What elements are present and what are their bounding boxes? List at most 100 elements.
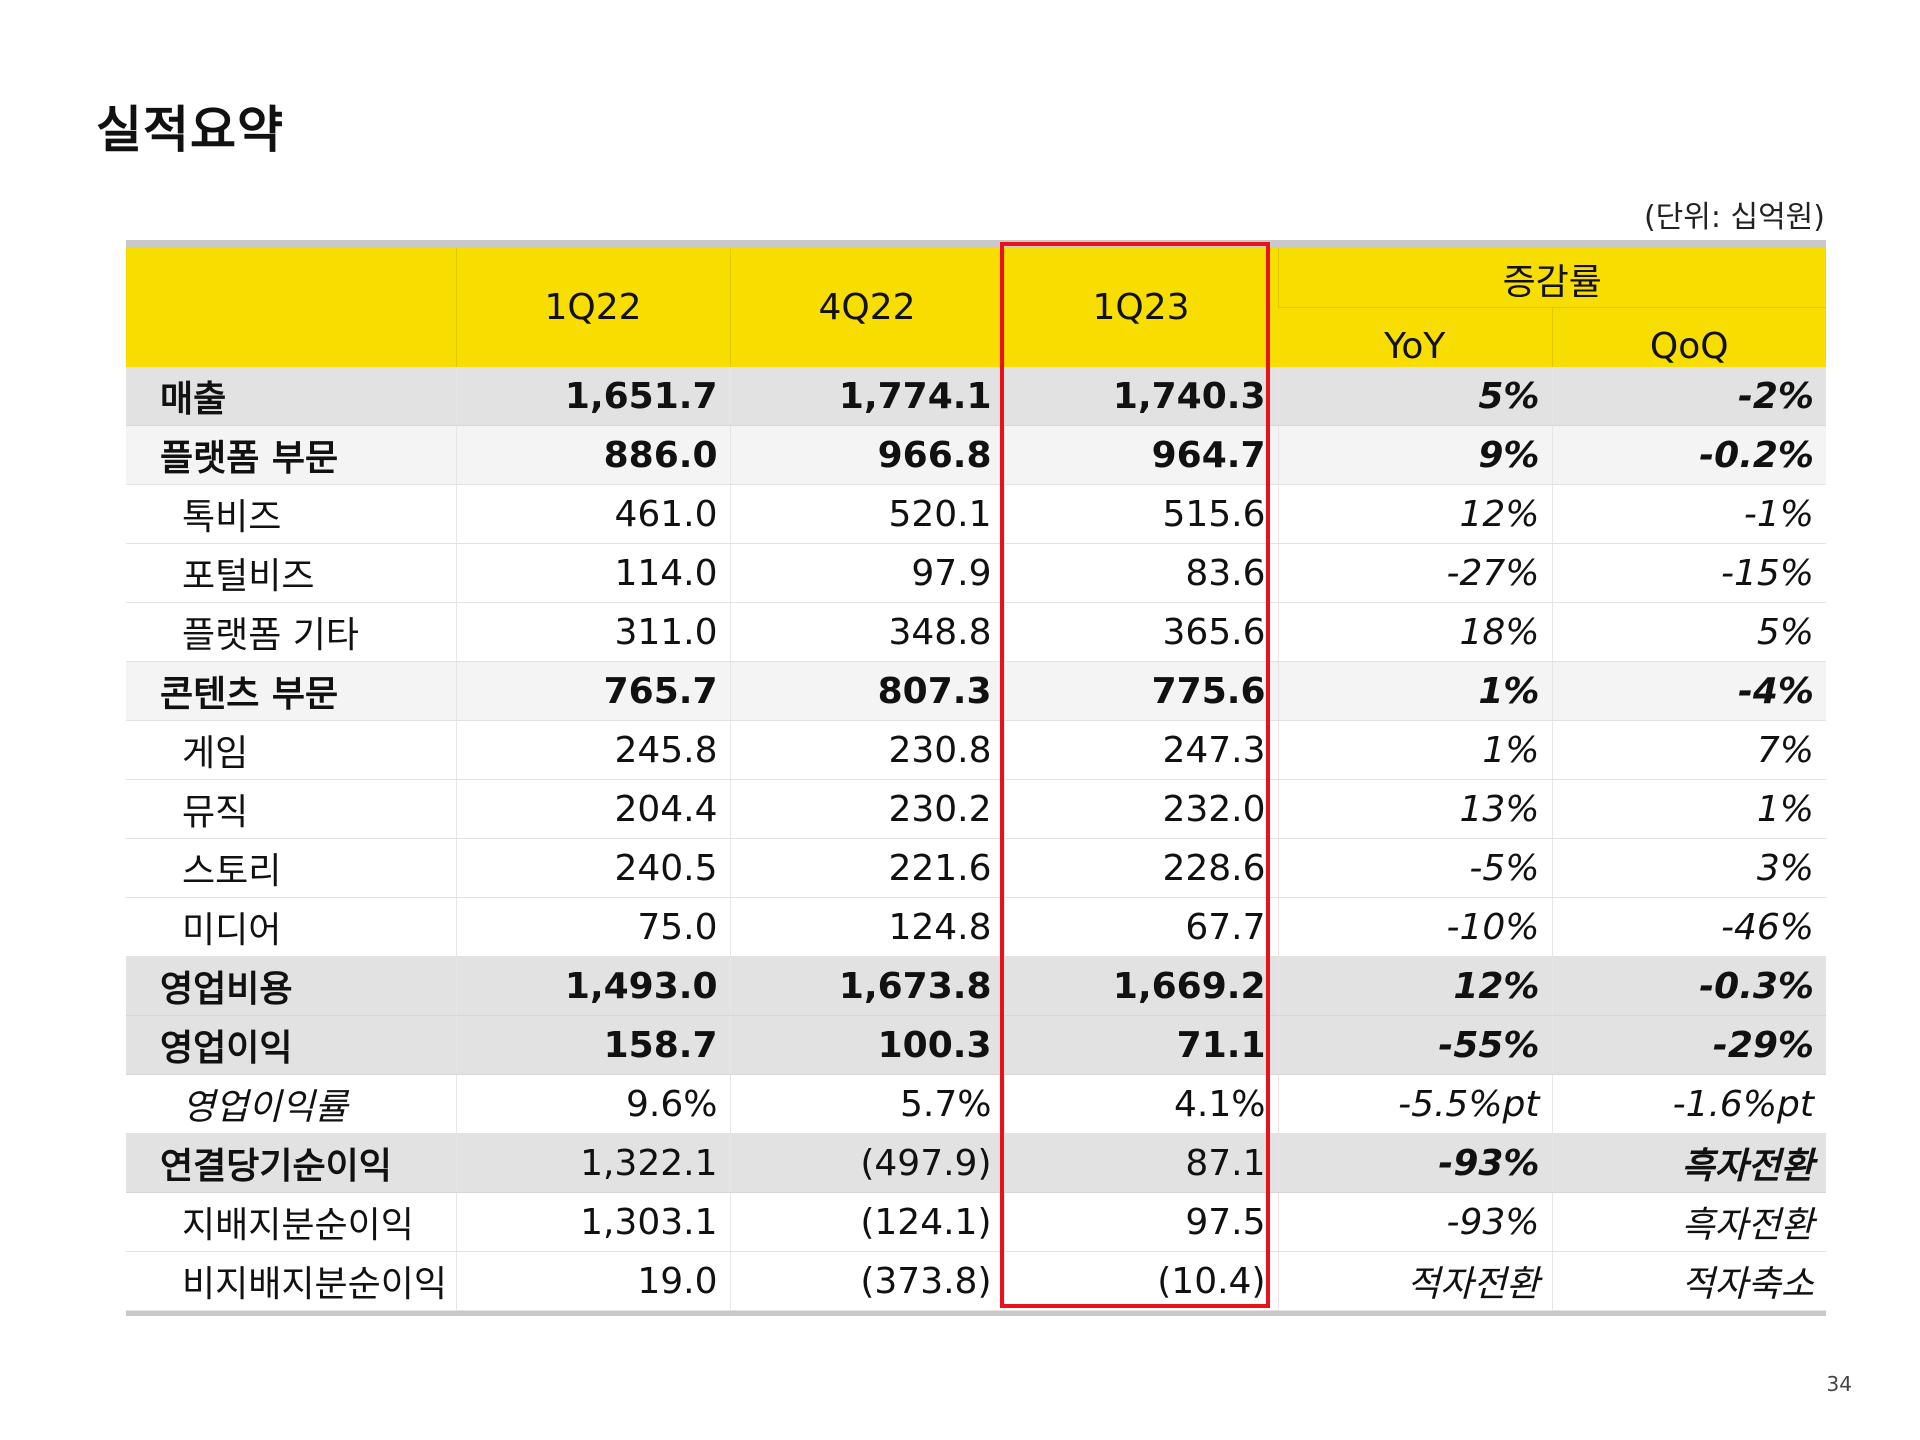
value-1q22: 9.6%: [455, 1074, 730, 1134]
row-label: 지배지분순이익: [126, 1192, 456, 1252]
value-1q23: (10.4): [1003, 1251, 1278, 1311]
table-bottom-rule: [126, 1311, 1826, 1316]
value-yoy: -27%: [1277, 543, 1552, 603]
value-1q23: 71.1: [1003, 1015, 1278, 1075]
value-qoq: -0.3%: [1551, 956, 1826, 1016]
row-label: 영업이익률: [126, 1074, 456, 1134]
value-qoq: 흑자전환: [1551, 1133, 1826, 1193]
table-row: 비지배지분순이익 19.0 (373.8) (10.4) 적자전환 적자축소: [126, 1251, 1826, 1311]
table-row: 플랫폼 기타 311.0 348.8 365.6 18% 5%: [126, 602, 1826, 662]
value-1q23: 83.6: [1003, 543, 1278, 603]
value-qoq: 5%: [1551, 602, 1826, 662]
row-label: 플랫폼 부문: [126, 425, 456, 485]
row-label: 게임: [126, 720, 456, 780]
row-label: 스토리: [126, 838, 456, 898]
row-label: 영업비용: [126, 956, 456, 1016]
table-row: 지배지분순이익 1,303.1 (124.1) 97.5 -93% 흑자전환: [126, 1192, 1826, 1252]
value-4q22: (124.1): [729, 1192, 1004, 1252]
table-row: 게임 245.8 230.8 247.3 1% 7%: [126, 720, 1826, 780]
row-label: 연결당기순이익: [126, 1133, 456, 1193]
page-title: 실적요약: [96, 101, 284, 159]
value-1q22: 204.4: [455, 779, 730, 839]
value-qoq: 7%: [1551, 720, 1826, 780]
value-yoy: 12%: [1277, 956, 1552, 1016]
value-4q22: 221.6: [729, 838, 1004, 898]
table-body: 매출 1,651.7 1,774.1 1,740.3 5% -2% 플랫폼 부문 886.0 9…: [126, 367, 1826, 1311]
column-header-4q22: 4Q22: [729, 248, 1004, 367]
value-4q22: 97.9: [729, 543, 1004, 603]
value-qoq: 흑자전환: [1551, 1192, 1826, 1252]
value-qoq: -0.2%: [1551, 425, 1826, 485]
value-1q22: 886.0: [455, 425, 730, 485]
table-row: 플랫폼 부문 886.0 966.8 964.7 9% -0.2%: [126, 425, 1826, 485]
value-1q23: 964.7: [1003, 425, 1278, 485]
column-header-1q23: 1Q23: [1003, 248, 1278, 367]
column-header-qoq: QoQ: [1551, 307, 1826, 367]
table-row: 스토리 240.5 221.6 228.6 -5% 3%: [126, 838, 1826, 898]
value-1q22: 1,651.7: [455, 367, 730, 426]
value-qoq: -4%: [1551, 661, 1826, 721]
column-header-yoy: YoY: [1278, 307, 1552, 367]
value-qoq: 적자축소: [1551, 1251, 1826, 1311]
value-yoy: 18%: [1277, 602, 1552, 662]
value-4q22: 348.8: [729, 602, 1004, 662]
value-4q22: (373.8): [729, 1251, 1004, 1311]
row-label: 미디어: [126, 897, 456, 957]
value-yoy: -93%: [1277, 1192, 1552, 1252]
value-4q22: 520.1: [729, 484, 1004, 544]
value-1q22: 19.0: [455, 1251, 730, 1311]
table-row: 콘텐츠 부문 765.7 807.3 775.6 1% -4%: [126, 661, 1826, 721]
value-yoy: -55%: [1277, 1015, 1552, 1075]
value-yoy: -93%: [1277, 1133, 1552, 1193]
value-qoq: -15%: [1551, 543, 1826, 603]
table-row: 미디어 75.0 124.8 67.7 -10% -46%: [126, 897, 1826, 957]
row-label: 콘텐츠 부문: [126, 661, 456, 721]
table-row: 뮤직 204.4 230.2 232.0 13% 1%: [126, 779, 1826, 839]
value-1q23: 1,669.2: [1003, 956, 1278, 1016]
value-1q23: 87.1: [1003, 1133, 1278, 1193]
value-yoy: 1%: [1277, 661, 1552, 721]
value-1q23: 228.6: [1003, 838, 1278, 898]
table-row: 포털비즈 114.0 97.9 83.6 -27% -15%: [126, 543, 1826, 603]
value-qoq: -2%: [1551, 367, 1826, 426]
column-header-1q22: 1Q22: [455, 248, 730, 367]
value-1q22: 114.0: [455, 543, 730, 603]
value-yoy: 5%: [1277, 367, 1552, 426]
value-qoq: -1%: [1551, 484, 1826, 544]
row-label: 비지배지분순이익: [126, 1251, 456, 1311]
value-qoq: -46%: [1551, 897, 1826, 957]
value-1q22: 461.0: [455, 484, 730, 544]
value-4q22: 1,774.1: [729, 367, 1004, 426]
value-1q23: 67.7: [1003, 897, 1278, 957]
value-1q22: 1,493.0: [455, 956, 730, 1016]
value-4q22: 807.3: [729, 661, 1004, 721]
table-top-rule: [126, 240, 1826, 248]
value-yoy: 12%: [1277, 484, 1552, 544]
value-4q22: 230.8: [729, 720, 1004, 780]
table-row: 영업비용 1,493.0 1,673.8 1,669.2 12% -0.3%: [126, 956, 1826, 1016]
value-1q23: 365.6: [1003, 602, 1278, 662]
value-qoq: 3%: [1551, 838, 1826, 898]
value-yoy: -10%: [1277, 897, 1552, 957]
table-row: 영업이익 158.7 100.3 71.1 -55% -29%: [126, 1015, 1826, 1075]
value-1q22: 1,303.1: [455, 1192, 730, 1252]
table-row: 톡비즈 461.0 520.1 515.6 12% -1%: [126, 484, 1826, 544]
value-1q23: 515.6: [1003, 484, 1278, 544]
row-label: 톡비즈: [126, 484, 456, 544]
page-number: 34: [1826, 1372, 1852, 1396]
value-qoq: -1.6%pt: [1551, 1074, 1826, 1134]
header-blank-cell: [126, 248, 456, 367]
value-yoy: 13%: [1277, 779, 1552, 839]
value-1q22: 245.8: [455, 720, 730, 780]
value-1q22: 158.7: [455, 1015, 730, 1075]
value-4q22: 230.2: [729, 779, 1004, 839]
value-yoy: 9%: [1277, 425, 1552, 485]
results-summary-table: 1Q22 4Q22 1Q23 증감률 YoY QoQ 매출 1,651.7 1,77…: [126, 240, 1826, 1316]
value-4q22: 124.8: [729, 897, 1004, 957]
value-4q22: 100.3: [729, 1015, 1004, 1075]
value-4q22: (497.9): [729, 1133, 1004, 1193]
value-1q23: 775.6: [1003, 661, 1278, 721]
value-qoq: 1%: [1551, 779, 1826, 839]
value-1q23: 4.1%: [1003, 1074, 1278, 1134]
value-1q22: 311.0: [455, 602, 730, 662]
